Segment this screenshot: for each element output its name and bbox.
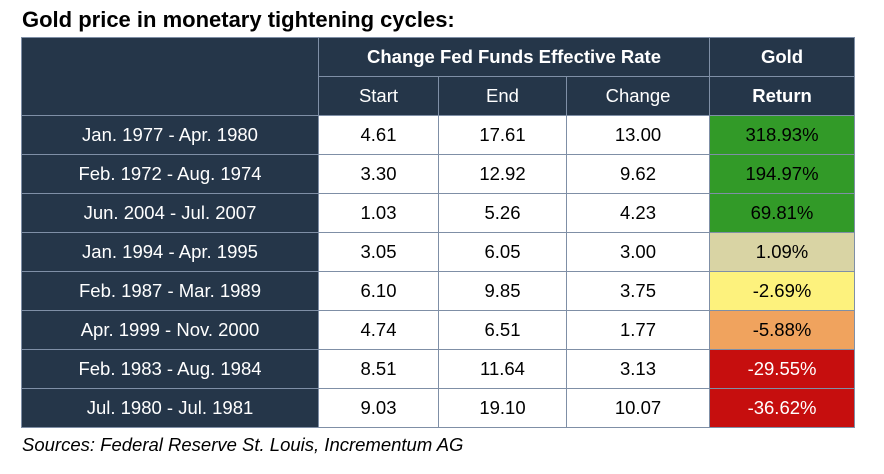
end-cell: 6.05 — [438, 232, 567, 272]
table-row: Apr. 1999 - Nov. 2000 4.74 6.51 1.77 -5.88% — [21, 310, 856, 350]
end-cell: 12.92 — [438, 154, 567, 194]
end-cell: 6.51 — [438, 310, 567, 350]
table-row: Feb. 1972 - Aug. 1974 3.30 12.92 9.62 194.97… — [21, 154, 856, 194]
table-row: Jan. 1994 - Apr. 1995 3.05 6.05 3.00 1.09% — [21, 232, 856, 272]
table-row: Feb. 1983 - Aug. 1984 8.51 11.64 3.13 -29.55… — [21, 349, 856, 389]
header-row-group: Change Fed Funds Effective Rate Gold — [21, 37, 856, 116]
start-cell: 1.03 — [318, 193, 439, 233]
change-cell: 4.23 — [565, 193, 711, 233]
start-cell: 6.10 — [318, 271, 439, 311]
change-cell: 3.13 — [565, 349, 711, 389]
return-cell: 69.81% — [709, 193, 856, 233]
change-cell: 1.77 — [565, 310, 711, 350]
chart-title: Gold price in monetary tightening cycles… — [22, 7, 455, 32]
start-cell: 3.05 — [318, 232, 439, 272]
period-cell: Jan. 1977 - Apr. 1980 — [21, 115, 319, 155]
return-cell: 194.97% — [709, 154, 856, 194]
return-cell: 318.93% — [709, 115, 856, 155]
period-cell: Apr. 1999 - Nov. 2000 — [21, 310, 319, 350]
start-cell: 3.30 — [318, 154, 439, 194]
period-cell: Feb. 1972 - Aug. 1974 — [21, 154, 319, 194]
change-cell: 13.00 — [565, 115, 711, 155]
start-cell: 8.51 — [318, 349, 439, 389]
table-row: Jul. 1980 - Jul. 1981 9.03 19.10 10.07 -36.6… — [21, 388, 856, 428]
change-cell: 3.00 — [565, 232, 711, 272]
header-gold: Gold — [709, 37, 856, 77]
return-cell: -2.69% — [709, 271, 856, 311]
column-header-return: Return — [709, 76, 856, 116]
period-cell: Feb. 1987 - Mar. 1989 — [21, 271, 319, 311]
return-cell: -29.55% — [709, 349, 856, 389]
end-cell: 17.61 — [438, 115, 567, 155]
table-body: Jan. 1977 - Apr. 1980 4.61 17.61 13.00 318.9… — [21, 115, 856, 428]
column-header-change: Change — [565, 76, 711, 116]
start-cell: 4.61 — [318, 115, 439, 155]
column-header-end: End — [438, 76, 567, 116]
change-cell: 9.62 — [565, 154, 711, 194]
period-cell: Feb. 1983 - Aug. 1984 — [21, 349, 319, 389]
start-cell: 9.03 — [318, 388, 439, 428]
end-cell: 19.10 — [438, 388, 567, 428]
end-cell: 5.26 — [438, 193, 567, 233]
end-cell: 11.64 — [438, 349, 567, 389]
period-cell: Jun. 2004 - Jul. 2007 — [21, 193, 319, 233]
change-cell: 3.75 — [565, 271, 711, 311]
period-cell: Jul. 1980 - Jul. 1981 — [21, 388, 319, 428]
source-note: Sources: Federal Reserve St. Louis, Incr… — [22, 434, 464, 455]
header-blank-cell — [21, 37, 319, 116]
table-row: Jun. 2004 - Jul. 2007 1.03 5.26 4.23 69.81% — [21, 193, 856, 233]
table-row: Jan. 1977 - Apr. 1980 4.61 17.61 13.00 318.9… — [21, 115, 856, 155]
return-cell: 1.09% — [709, 232, 856, 272]
table-row: Feb. 1987 - Mar. 1989 6.10 9.85 3.75 -2.69% — [21, 271, 856, 311]
end-cell: 9.85 — [438, 271, 567, 311]
header-row-columns: Start End Change Return — [22, 76, 856, 116]
return-cell: -36.62% — [709, 388, 856, 428]
period-cell: Jan. 1994 - Apr. 1995 — [21, 232, 319, 272]
header-fed-funds: Change Fed Funds Effective Rate — [317, 37, 711, 77]
change-cell: 10.07 — [565, 388, 711, 428]
gold-table: Change Fed Funds Effective Rate Gold Sta… — [21, 37, 856, 428]
column-header-start: Start — [318, 76, 439, 116]
return-cell: -5.88% — [709, 310, 856, 350]
start-cell: 4.74 — [318, 310, 439, 350]
